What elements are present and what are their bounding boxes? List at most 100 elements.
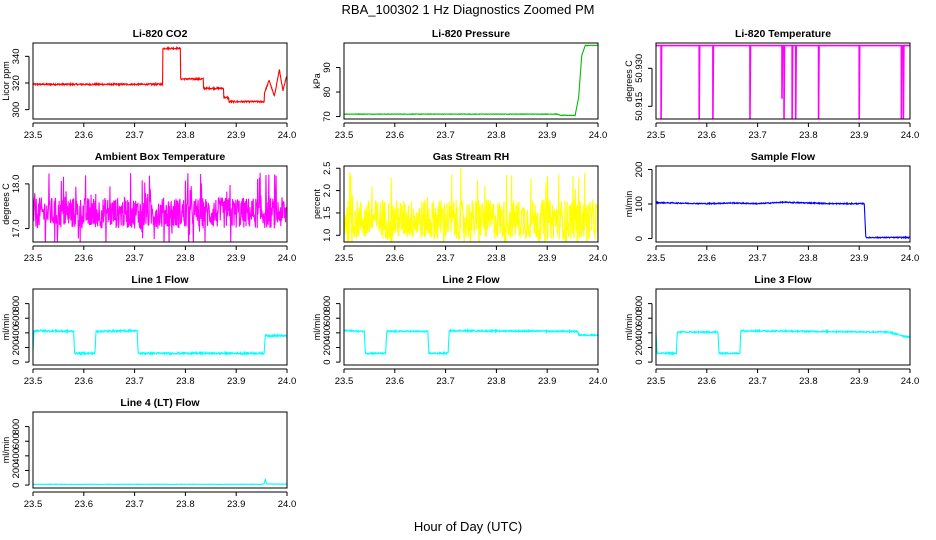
x-tick-label: 23.7 bbox=[436, 376, 455, 387]
plot-frame bbox=[655, 165, 911, 243]
x-tick-label: 23.5 bbox=[24, 130, 43, 141]
plot-frame bbox=[343, 165, 599, 243]
y-tick-label: 18.0 bbox=[11, 175, 22, 194]
y-axis-label: ml/min bbox=[1, 437, 11, 464]
x-tick-label: 23.7 bbox=[125, 130, 144, 141]
y-axis-label: ml/min bbox=[1, 314, 11, 341]
y-tick-label: 600 bbox=[11, 310, 22, 326]
x-tick-label: 23.6 bbox=[386, 130, 405, 141]
x-tick-label: 23.8 bbox=[487, 376, 506, 387]
x-tick-label: 24.0 bbox=[589, 253, 608, 264]
plot-frame bbox=[343, 42, 599, 120]
x-tick-label: 23.5 bbox=[24, 499, 43, 510]
panel-line3: Line 3 Flow 23.5 23.6 23.7 23.8 23.9 24.0 0 2004… bbox=[624, 274, 919, 387]
x-tick-label: 23.6 bbox=[75, 376, 94, 387]
panel-title: Gas Stream RH bbox=[433, 151, 509, 163]
y-tick-label: 0 bbox=[11, 482, 22, 487]
x-tick-label: 23.5 bbox=[24, 253, 43, 264]
x-tick-label: 24.0 bbox=[589, 130, 608, 141]
x-tick-label: 23.8 bbox=[799, 376, 818, 387]
chart-panels: Li-820 CO2 23.5 23.6 23.7 23.8 23.9 24.0 300 320… bbox=[1, 28, 919, 510]
x-tick-label: 23.8 bbox=[487, 130, 506, 141]
y-tick-label: 340 bbox=[11, 48, 22, 64]
plot-frame bbox=[32, 411, 288, 489]
y-tick-label: 0 bbox=[634, 236, 645, 241]
x-tick-label: 23.6 bbox=[698, 130, 717, 141]
x-tick-label: 23.9 bbox=[227, 130, 246, 141]
x-tick-label: 23.6 bbox=[698, 376, 717, 387]
series-line-temperature bbox=[656, 44, 910, 119]
x-tick-label: 23.9 bbox=[538, 253, 557, 264]
plot-frame bbox=[32, 42, 288, 120]
x-tick-label: 23.5 bbox=[647, 130, 666, 141]
y-tick-label: 80 bbox=[322, 87, 333, 98]
y-tick-label: 17.0 bbox=[11, 219, 22, 238]
y-tick-label: 200 bbox=[322, 340, 333, 356]
x-tick-label: 23.9 bbox=[850, 376, 869, 387]
x-tick-label: 23.6 bbox=[386, 376, 405, 387]
series-line-ambient bbox=[33, 172, 287, 242]
x-tick-label: 23.8 bbox=[799, 253, 818, 264]
y-axis-label: degrees C bbox=[1, 183, 11, 225]
x-tick-label: 23.8 bbox=[799, 130, 818, 141]
series-line-line3 bbox=[656, 328, 910, 356]
x-tick-label: 23.7 bbox=[748, 376, 767, 387]
x-tick-label: 23.9 bbox=[538, 376, 557, 387]
x-tick-label: 23.7 bbox=[125, 499, 144, 510]
panel-line2: Line 2 Flow 23.5 23.6 23.7 23.8 23.9 24.0 0 2004… bbox=[312, 274, 607, 387]
y-tick-label: 800 bbox=[634, 296, 645, 312]
panel-pressure: Li-820 Pressure 23.5 23.6 23.7 23.8 23.9 24.0 7… bbox=[312, 28, 607, 141]
y-tick-label: 1.5 bbox=[322, 206, 333, 219]
x-tick-label: 23.8 bbox=[176, 499, 195, 510]
series-line-line2 bbox=[344, 328, 598, 356]
panel-title: Li-820 CO2 bbox=[133, 28, 188, 40]
x-tick-label: 24.0 bbox=[278, 376, 297, 387]
y-tick-label: 200 bbox=[11, 463, 22, 479]
x-tick-label: 23.8 bbox=[176, 253, 195, 264]
y-tick-label: 50.930 bbox=[634, 54, 645, 83]
panel-title: Ambient Box Temperature bbox=[95, 151, 226, 163]
x-tick-label: 23.9 bbox=[227, 253, 246, 264]
x-tick-label: 24.0 bbox=[901, 376, 920, 387]
y-tick-label: 320 bbox=[11, 75, 22, 91]
y-tick-label: 0 bbox=[322, 359, 333, 364]
series-line-pressure bbox=[344, 44, 598, 117]
y-tick-label: 600 bbox=[634, 310, 645, 326]
x-tick-label: 23.7 bbox=[125, 253, 144, 264]
figure-title: RBA_100302 1 Hz Diagnostics Zoomed PM bbox=[342, 2, 595, 17]
series-line-sample bbox=[656, 200, 910, 240]
y-tick-label: 0 bbox=[11, 359, 22, 364]
x-tick-label: 24.0 bbox=[901, 253, 920, 264]
x-tick-label: 23.5 bbox=[335, 130, 354, 141]
figure-xlabel: Hour of Day (UTC) bbox=[414, 519, 522, 534]
panel-ambient: Ambient Box Temperature 23.5 23.6 23.7 23.8 2… bbox=[1, 151, 296, 264]
x-tick-label: 23.9 bbox=[850, 130, 869, 141]
x-tick-label: 23.6 bbox=[75, 499, 94, 510]
y-axis-label: Licor ppm bbox=[1, 61, 11, 101]
panel-title: Line 2 Flow bbox=[442, 274, 500, 286]
x-tick-label: 23.6 bbox=[698, 253, 717, 264]
panel-rh: Gas Stream RH 23.5 23.6 23.7 23.8 23.9 24.0 1.0… bbox=[312, 151, 608, 264]
x-tick-label: 23.6 bbox=[75, 253, 94, 264]
y-tick-label: 200 bbox=[634, 162, 645, 178]
series-line-co2 bbox=[33, 45, 287, 105]
y-tick-label: 70 bbox=[322, 111, 333, 122]
y-tick-label: 600 bbox=[11, 433, 22, 449]
plot-frame bbox=[655, 288, 911, 366]
y-axis-label: kPa bbox=[312, 73, 322, 89]
series-line-line4 bbox=[33, 477, 287, 486]
x-tick-label: 24.0 bbox=[589, 376, 608, 387]
panel-sample: Sample Flow 23.5 23.6 23.7 23.8 23.9 24.0 0 100 2… bbox=[624, 151, 919, 264]
y-tick-label: 400 bbox=[11, 325, 22, 341]
y-tick-label: 400 bbox=[322, 325, 333, 341]
x-tick-label: 23.5 bbox=[335, 376, 354, 387]
x-tick-label: 23.8 bbox=[176, 130, 195, 141]
plot-frame bbox=[32, 288, 288, 366]
y-tick-label: 600 bbox=[322, 310, 333, 326]
x-tick-label: 23.7 bbox=[748, 130, 767, 141]
panel-line1: Line 1 Flow 23.5 23.6 23.7 23.8 23.9 24.0 0 2004… bbox=[1, 274, 296, 387]
series-line-rh bbox=[344, 167, 598, 242]
plot-frame bbox=[655, 42, 911, 120]
